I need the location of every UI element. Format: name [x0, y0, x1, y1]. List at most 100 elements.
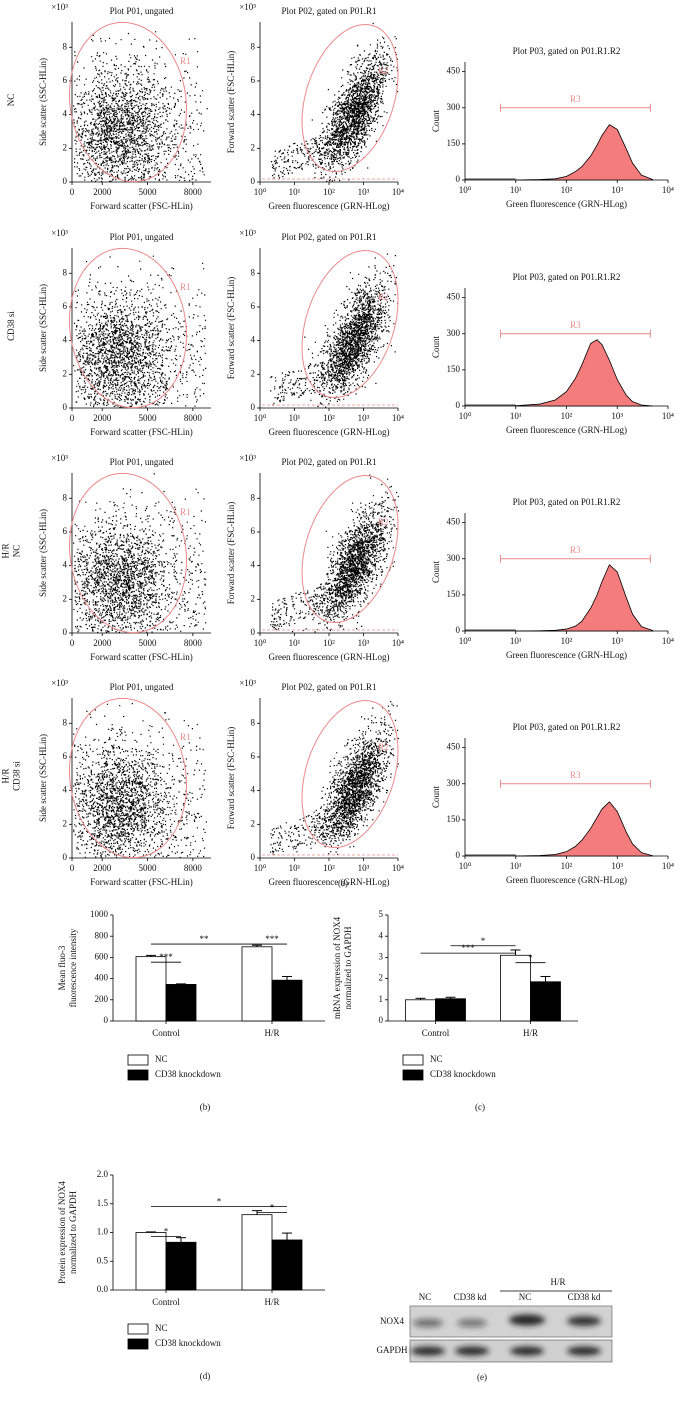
row-label: NOX4 [380, 1316, 404, 1326]
y-tick-label: 1 [379, 994, 384, 1004]
y-tick-label: 450 [447, 742, 461, 752]
y-tick-label: 600 [95, 951, 109, 961]
y-axis-label: fluorescence intensity [68, 928, 78, 1007]
y-axis-label: Side scatter (SSC-HLin) [38, 509, 48, 597]
panel-label: (b) [200, 1102, 211, 1112]
y-tick-label: 300 [447, 778, 461, 788]
y-axis-label: Forward scatter (FSC-HLin) [226, 51, 236, 153]
significance-stars: * [528, 953, 533, 963]
x-axis-label: Green fluorescence (GRN-HLog) [269, 877, 390, 887]
legend-label: CD38 knockdown [155, 1338, 221, 1348]
x-tick-label: 8000 [184, 413, 203, 423]
y-axis-label: Count [431, 561, 441, 584]
y-multiplier: ×10³ [51, 678, 68, 688]
x-tick-label: 10³ [611, 861, 623, 871]
bar [530, 981, 561, 1022]
x-tick-label: 10² [323, 863, 335, 873]
x-tick-label: 10⁰ [459, 411, 472, 421]
significance-stars: * [164, 1227, 169, 1237]
y-tick-label: 0 [251, 627, 256, 637]
band [509, 1314, 545, 1326]
gate-label: R2 [378, 517, 389, 527]
x-axis-label: Forward scatter (FSC-HLin) [90, 652, 192, 662]
x-tick-label: 10³ [611, 636, 623, 646]
x-tick-label: 5000 [139, 863, 158, 873]
x-tick-label: 10³ [358, 187, 370, 197]
y-tick-label: 6 [251, 75, 256, 85]
plot-title: Plot P03, gated on P01.R1.R2 [513, 46, 621, 56]
band [510, 1346, 544, 1356]
y-multiplier: ×10³ [51, 228, 68, 238]
x-tick-label: 10³ [611, 185, 623, 195]
x-tick-label: 10⁰ [459, 185, 472, 195]
x-tick-label: 10³ [358, 863, 370, 873]
plot-title: Plot P03, gated on P01.R1.R2 [513, 272, 621, 282]
legend-label: NC [155, 1323, 168, 1333]
gate-label: R2 [378, 66, 389, 76]
y-tick-label: 4 [63, 335, 68, 345]
x-tick-label: 5000 [139, 187, 158, 197]
x-tick-label: 10¹ [289, 863, 301, 873]
y-axis-label: Mean fluo-3 [57, 945, 67, 990]
y-multiplier: ×10³ [239, 2, 256, 12]
band [567, 1346, 601, 1356]
panel-label: (e) [477, 1372, 487, 1382]
x-tick-label: 10² [561, 861, 573, 871]
event-cloud [270, 474, 400, 633]
y-axis-label: Count [431, 786, 441, 809]
bar [241, 946, 273, 1022]
plot-title: Plot P01, ungated [110, 6, 174, 16]
y-tick-label: 2 [379, 973, 384, 983]
x-tick-label: 8000 [184, 187, 203, 197]
x-tick-label: 5000 [139, 413, 158, 423]
gate-r2 [301, 249, 399, 399]
x-tick-label: 10¹ [510, 411, 522, 421]
x-tick-label: 10² [323, 413, 335, 423]
y-tick-label: 0 [456, 850, 461, 860]
x-tick-label: 10⁰ [459, 861, 472, 871]
x-tick-label: 10¹ [289, 413, 301, 423]
event-cloud [270, 253, 399, 408]
y-tick-label: 300 [447, 553, 461, 563]
y-tick-label: 2 [63, 142, 68, 152]
band [457, 1319, 487, 1327]
bar [435, 998, 466, 1022]
y-tick-label: 6 [251, 526, 256, 536]
plot-title: Plot P01, ungated [110, 232, 174, 242]
y-tick-label: 0.5 [97, 1255, 109, 1265]
band [455, 1346, 489, 1356]
y-tick-label: 150 [447, 138, 461, 148]
gate-label: R2 [378, 742, 389, 752]
x-tick-label: 10⁰ [254, 413, 267, 423]
y-tick-label: 4 [63, 109, 68, 119]
x-tick-label: 10⁰ [254, 638, 267, 648]
y-tick-label: 0 [251, 402, 256, 412]
y-tick-label: 450 [447, 517, 461, 527]
x-tick-label: Control [422, 1028, 450, 1038]
blot-group: H/R [550, 1277, 565, 1287]
row-label: GAPDH [376, 1345, 408, 1355]
gate-label: R3 [570, 320, 581, 330]
gate-label: R1 [180, 732, 191, 742]
gate-label: R1 [180, 507, 191, 517]
gate-label: R3 [570, 545, 581, 555]
x-tick-label: 10⁴ [392, 638, 404, 648]
x-axis-label: Green fluorescence (GRN-HLog) [506, 199, 627, 209]
x-tick-label: 10³ [611, 411, 623, 421]
panel-label: (c) [475, 1102, 485, 1112]
y-tick-label: 0 [63, 176, 68, 186]
x-tick-label: 10⁴ [392, 413, 404, 423]
gate-r1 [68, 472, 188, 634]
event-cloud [73, 31, 208, 183]
y-tick-label: 4 [251, 560, 256, 570]
y-tick-label: 2 [251, 818, 256, 828]
y-tick-label: 2 [63, 818, 68, 828]
x-tick-label: 10³ [358, 413, 370, 423]
bar [271, 979, 303, 1022]
y-tick-label: 8 [251, 41, 256, 51]
x-tick-label: H/R [264, 1028, 279, 1038]
plot-title: Plot P02, gated on P01.R1 [281, 457, 376, 467]
x-axis-label: Green fluorescence (GRN-HLog) [506, 650, 627, 660]
gate-r2 [301, 23, 399, 173]
